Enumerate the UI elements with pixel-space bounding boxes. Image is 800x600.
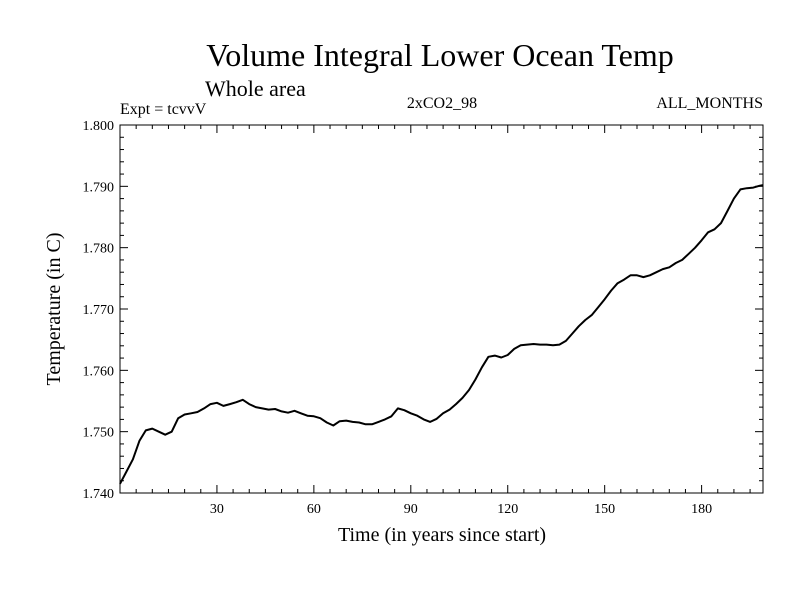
x-tick-label: 180 bbox=[691, 502, 712, 517]
y-tick-label: 1.750 bbox=[83, 426, 115, 441]
chart-subtitle: Whole area bbox=[205, 76, 306, 101]
x-tick-label: 30 bbox=[210, 502, 224, 517]
y-tick-label: 1.740 bbox=[83, 487, 115, 502]
series-line bbox=[119, 184, 764, 485]
chart-title: Volume Integral Lower Ocean Temp bbox=[206, 37, 674, 73]
y-axis-label: Temperature (in C) bbox=[43, 233, 65, 386]
x-tick-label: 60 bbox=[307, 502, 321, 517]
y-axis: 1.740 1.750 1.760 1.770 1.780 1.790 1.800 bbox=[83, 119, 763, 502]
header-right-label: ALL_MONTHS bbox=[656, 95, 763, 112]
y-tick-label: 1.770 bbox=[83, 303, 115, 318]
x-tick-label: 90 bbox=[404, 502, 418, 517]
minor-ticks bbox=[120, 125, 763, 493]
x-tick-label: 120 bbox=[497, 502, 518, 517]
x-tick-label: 150 bbox=[594, 502, 615, 517]
plot-frame bbox=[119, 124, 764, 494]
y-tick-label: 1.780 bbox=[83, 242, 115, 257]
header-center-label: 2xCO2_98 bbox=[407, 95, 477, 112]
y-tick-label: 1.760 bbox=[83, 364, 115, 379]
y-tick-label: 1.790 bbox=[83, 180, 115, 195]
x-axis: 30 60 90 120 150 180 bbox=[210, 125, 712, 517]
x-axis-label: Time (in years since start) bbox=[338, 524, 546, 546]
header-left-label: Expt = tcvvV bbox=[120, 101, 207, 118]
y-tick-label: 1.800 bbox=[83, 119, 115, 134]
